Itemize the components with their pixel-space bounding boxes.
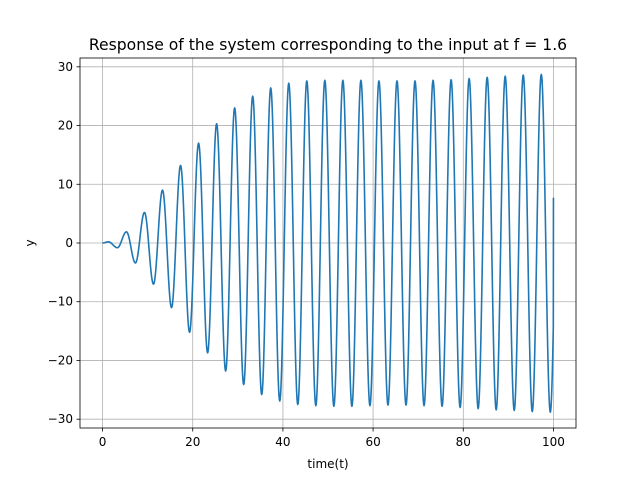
chart-title: Response of the system corresponding to … <box>89 36 567 54</box>
x-tick-label: 100 <box>542 435 565 449</box>
y-tick-label: 10 <box>58 177 73 191</box>
grid <box>80 58 576 428</box>
x-tick-label: 40 <box>275 435 290 449</box>
x-tick-label: 80 <box>456 435 471 449</box>
x-tick-label: 0 <box>99 435 107 449</box>
y-tick-label: −20 <box>48 353 73 367</box>
y-axis-label: y <box>23 239 37 246</box>
series-line <box>101 73 555 413</box>
x-tick-label: 20 <box>185 435 200 449</box>
y-tick-label: 20 <box>58 119 73 133</box>
y-tick-label: 30 <box>58 60 73 74</box>
x-axis-label: time(t) <box>307 457 348 471</box>
y-tick-label: −30 <box>48 412 73 426</box>
y-tick-label: −10 <box>48 295 73 309</box>
ticks: 0 20 40 60 80 100 −30 −20 −10 0 10 20 30 <box>48 60 565 449</box>
y-tick-label: 0 <box>65 236 73 250</box>
x-tick-label: 60 <box>365 435 380 449</box>
